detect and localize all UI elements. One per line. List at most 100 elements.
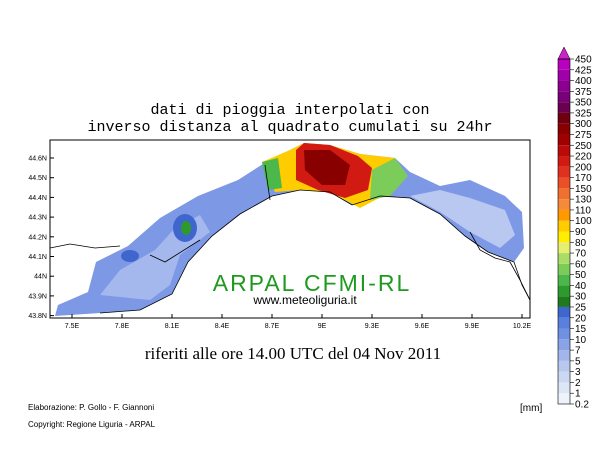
legend-label: 0.2 bbox=[575, 400, 589, 411]
legend-swatch bbox=[558, 145, 570, 157]
lat-label: 43.8N bbox=[28, 313, 47, 320]
legend-label: 7 bbox=[575, 346, 581, 357]
legend-label: 50 bbox=[575, 270, 587, 281]
lat-label: 44.5N bbox=[28, 175, 47, 182]
legend-label: 325 bbox=[575, 108, 592, 119]
legend-swatch bbox=[558, 317, 570, 329]
legend-label: 150 bbox=[575, 184, 592, 195]
lat-label: 44N bbox=[34, 274, 47, 281]
border-line bbox=[49, 164, 531, 301]
legend-swatch bbox=[558, 69, 570, 81]
credits: Elaborazione: P. Gollo - F. Giannoni bbox=[28, 403, 154, 412]
lat-label: 44.6N bbox=[28, 156, 47, 163]
legend-swatch bbox=[558, 253, 570, 264]
legend-swatch bbox=[558, 199, 570, 210]
legend-label: 5 bbox=[575, 356, 581, 367]
legend-label: 80 bbox=[575, 238, 587, 249]
coastline bbox=[99, 189, 531, 314]
legend-label: 450 bbox=[575, 55, 592, 66]
legend-swatch bbox=[558, 231, 570, 243]
legend-swatch bbox=[558, 382, 570, 394]
legend-label: 90 bbox=[575, 227, 587, 238]
rain-field bbox=[370, 158, 408, 200]
legend-label: 110 bbox=[575, 205, 591, 216]
legend-label: 20 bbox=[575, 313, 587, 324]
legend-swatch bbox=[558, 393, 570, 404]
legend-swatch bbox=[558, 371, 570, 383]
lat-label: 43.9N bbox=[28, 293, 47, 300]
legend-swatch bbox=[558, 59, 570, 70]
lon-label: 9.6E bbox=[415, 323, 430, 330]
lon-label: 9.9E bbox=[465, 323, 480, 330]
rain-field bbox=[181, 221, 191, 235]
legend-label: 3 bbox=[575, 367, 581, 378]
rain-field bbox=[121, 250, 139, 262]
legend-label: 1 bbox=[575, 389, 581, 400]
legend-label: 375 bbox=[575, 87, 592, 98]
legend-label: 130 bbox=[575, 195, 592, 206]
legend-swatch bbox=[558, 102, 570, 113]
lon-label: 10.2E bbox=[513, 323, 532, 330]
legend-label: 425 bbox=[575, 65, 592, 76]
unit: [mm] bbox=[520, 403, 542, 414]
legend-swatch bbox=[558, 91, 570, 103]
legend-swatch bbox=[558, 209, 570, 221]
legend-label: 30 bbox=[575, 292, 587, 303]
lon-label: 8.1E bbox=[165, 323, 180, 330]
legend-swatch bbox=[558, 177, 570, 189]
legend-swatch bbox=[558, 156, 570, 167]
legend-swatch bbox=[558, 263, 570, 275]
lon-label: 8.7E bbox=[265, 323, 280, 330]
legend-label: 250 bbox=[575, 141, 592, 152]
lat-label: 44.2N bbox=[28, 234, 47, 241]
legend-label: 300 bbox=[575, 119, 592, 130]
legend-label: 350 bbox=[575, 98, 592, 109]
legend-label: 2 bbox=[575, 378, 581, 389]
title-line: inverso distanza al quadrato cumulati su… bbox=[87, 119, 492, 136]
legend-label: 40 bbox=[575, 281, 587, 292]
rain-field bbox=[262, 158, 282, 190]
lat-label: 44.3N bbox=[28, 215, 47, 222]
legend-swatch bbox=[558, 350, 570, 361]
legend-swatch bbox=[558, 112, 570, 124]
legend: 0.21235710152025304050607080901001101301… bbox=[557, 46, 592, 411]
legend-arrow bbox=[557, 46, 571, 60]
legend-swatch bbox=[558, 339, 570, 351]
legend-swatch bbox=[558, 220, 570, 232]
legend-swatch bbox=[558, 188, 570, 200]
lat-label: 44.4N bbox=[28, 195, 47, 202]
legend-swatch bbox=[558, 306, 570, 318]
legend-swatch bbox=[558, 360, 570, 372]
legend-swatch bbox=[558, 134, 570, 146]
legend-label: 10 bbox=[575, 335, 587, 346]
map-area: ARPAL CFMI-RL www.meteoliguria.it bbox=[49, 139, 531, 319]
legend-swatch bbox=[558, 166, 570, 178]
legend-label: 400 bbox=[575, 76, 592, 87]
lon-label: 7.8E bbox=[115, 323, 130, 330]
lon-label: 9E bbox=[318, 323, 327, 330]
watermark: ARPAL CFMI-RL bbox=[213, 270, 412, 296]
legend-label: 15 bbox=[575, 324, 587, 335]
subtitle: riferiti alle ore 14.00 UTC del 04 Nov 2… bbox=[145, 344, 441, 363]
lon-label: 8.4E bbox=[215, 323, 230, 330]
legend-label: 70 bbox=[575, 249, 587, 260]
lon-label: 7.5E bbox=[65, 323, 80, 330]
legend-label: 275 bbox=[575, 130, 592, 141]
map-axes: 44.6N 44.5N 44.4N 44.3N 44.2N 44.1N 44N 43.9N 43… bbox=[28, 156, 531, 331]
legend-label: 25 bbox=[575, 302, 587, 313]
legend-swatch bbox=[558, 80, 570, 92]
legend-label: 100 bbox=[575, 216, 592, 227]
legend-swatch bbox=[558, 285, 570, 297]
rain-field bbox=[304, 150, 350, 185]
title-line: dati di pioggia interpolati con bbox=[150, 102, 429, 119]
legend-swatch bbox=[558, 274, 570, 286]
legend-label: 170 bbox=[575, 173, 592, 184]
legend-frame bbox=[557, 58, 571, 405]
legend-label: 200 bbox=[575, 162, 592, 173]
legend-label: 60 bbox=[575, 259, 587, 270]
legend-swatch bbox=[558, 123, 570, 135]
legend-swatch bbox=[558, 296, 570, 307]
lat-label: 44.1N bbox=[28, 254, 47, 261]
legend-swatch bbox=[558, 328, 570, 340]
